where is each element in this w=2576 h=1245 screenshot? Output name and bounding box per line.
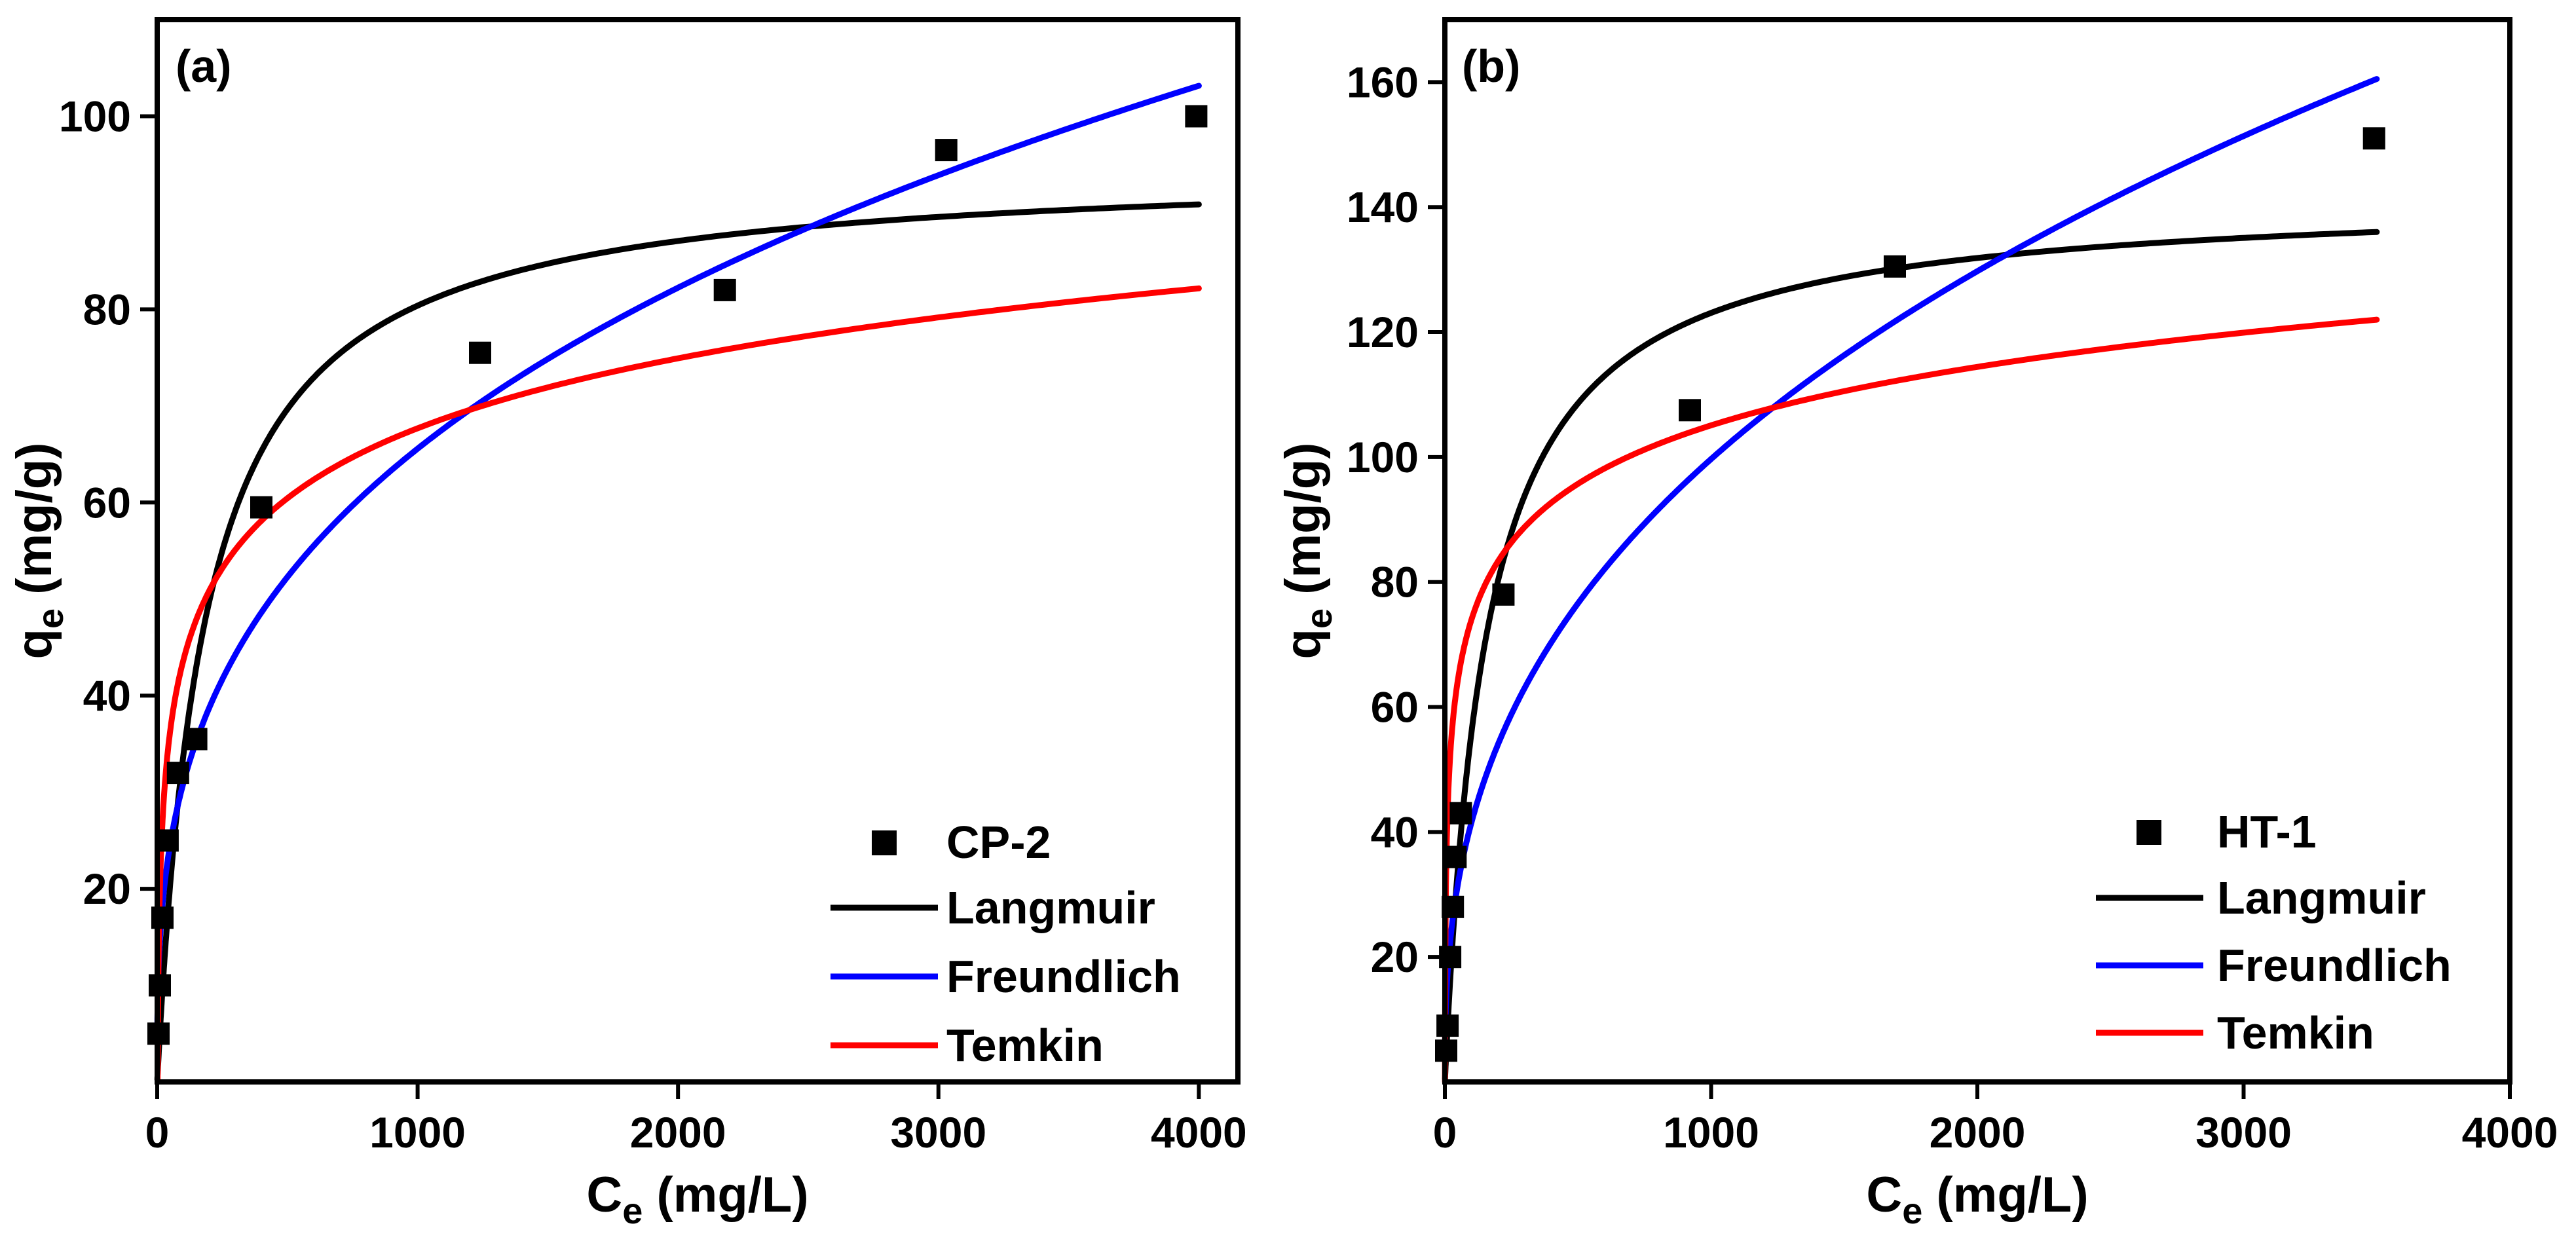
x-ticks: 0 1000 2000 3000 4000 <box>145 1082 1247 1157</box>
legend-label-temkin: Temkin <box>2217 1007 2374 1058</box>
panel-label: (b) <box>1462 41 1520 92</box>
y-tick-label: 80 <box>1371 558 1419 606</box>
data-point <box>2362 127 2385 150</box>
y-tick-label: 140 <box>1347 183 1419 231</box>
y-tick-label: 60 <box>83 478 131 527</box>
data-point <box>1449 802 1472 825</box>
data-markers <box>147 105 1208 1045</box>
x-tick-label: 4000 <box>1151 1108 1247 1157</box>
data-point <box>1436 1014 1459 1037</box>
y-axis-label: qe (mg/g) <box>1275 443 1339 660</box>
legend-label-temkin: Temkin <box>946 1020 1104 1071</box>
x-tick-label: 1000 <box>369 1108 466 1157</box>
chart-panel-b: 0 1000 2000 3000 4000 20 40 60 80 100 120 140 160 (… <box>1275 17 2558 1231</box>
x-ticks: 0 1000 2000 3000 4000 <box>1433 1082 2558 1157</box>
chart-panel-a: 0 1000 2000 3000 4000 20 40 60 80 100 (a) Ce (mg… <box>7 17 1247 1231</box>
y-axis-label-subscript: e <box>29 608 71 629</box>
y-axis-label-symbol: q <box>1275 629 1331 659</box>
x-tick-label: 0 <box>1433 1108 1457 1157</box>
legend-marker-scatter <box>872 830 897 855</box>
legend: HT-1 Langmuir Freundlich Temkin <box>2096 806 2452 1058</box>
data-point <box>935 139 958 162</box>
y-axis-label: qe (mg/g) <box>7 443 71 660</box>
x-axis-label-symbol: C <box>586 1167 622 1223</box>
series-line-temkin <box>1442 316 2380 1085</box>
series-line-langmuir <box>154 201 1202 1083</box>
y-axis-label-unit: (mg/g) <box>7 443 62 608</box>
panel-label: (a) <box>176 41 232 92</box>
x-axis-label: Ce (mg/L) <box>586 1167 808 1231</box>
y-tick-label: 80 <box>83 285 131 333</box>
x-axis-label-subscript: e <box>1902 1190 1922 1231</box>
y-tick-label: 120 <box>1347 308 1419 356</box>
data-point <box>1185 105 1208 128</box>
fit-lines <box>154 83 1202 1085</box>
x-tick-label: 3000 <box>2195 1108 2292 1157</box>
data-point <box>250 496 272 519</box>
y-tick-label: 40 <box>83 671 131 720</box>
legend-label-scatter: CP-2 <box>946 817 1051 868</box>
data-point <box>166 762 189 785</box>
legend-marker-scatter <box>2137 820 2161 845</box>
series-line-freundlich <box>154 83 1202 1032</box>
x-axis-label-unit: (mg/L) <box>643 1167 808 1223</box>
y-tick-label: 100 <box>59 92 131 140</box>
y-axis-label-subscript: e <box>1298 608 1339 629</box>
y-tick-label: 60 <box>1371 683 1419 732</box>
y-ticks: 20 40 60 80 100 <box>59 92 157 913</box>
y-tick-label: 20 <box>1371 933 1419 981</box>
legend-label-scatter: HT-1 <box>2217 806 2317 857</box>
data-point <box>156 829 179 852</box>
x-tick-label: 1000 <box>1663 1108 1759 1157</box>
legend: CP-2 Langmuir Freundlich Temkin <box>831 817 1181 1071</box>
x-axis-label-unit: (mg/L) <box>1922 1167 2088 1223</box>
data-point <box>1679 399 1701 422</box>
y-tick-label: 20 <box>83 864 131 913</box>
legend-label-langmuir: Langmuir <box>946 882 1155 933</box>
series-line-temkin <box>155 285 1202 1085</box>
data-point <box>1444 845 1467 868</box>
data-point <box>1492 583 1515 606</box>
data-point <box>469 341 491 364</box>
x-axis-label-subscript: e <box>622 1190 643 1231</box>
y-axis-label-symbol: q <box>7 629 62 659</box>
legend-label-freundlich: Freundlich <box>946 951 1181 1002</box>
y-axis-label-unit: (mg/g) <box>1275 443 1331 608</box>
plot-frame <box>155 17 1241 1085</box>
x-tick-label: 0 <box>145 1108 170 1157</box>
x-axis-label-symbol: C <box>1866 1167 1902 1223</box>
y-ticks: 20 40 60 80 100 120 140 160 <box>1347 58 1445 981</box>
legend-label-langmuir: Langmuir <box>2217 872 2426 923</box>
data-point <box>1884 255 1906 278</box>
y-tick-label: 40 <box>1371 808 1419 856</box>
data-point <box>713 278 736 301</box>
x-tick-label: 3000 <box>890 1108 986 1157</box>
x-axis-label: Ce (mg/L) <box>1866 1167 2088 1231</box>
legend-label-freundlich: Freundlich <box>2217 940 2452 991</box>
x-tick-label: 4000 <box>2462 1108 2558 1157</box>
x-tick-label: 2000 <box>630 1108 726 1157</box>
data-point <box>185 728 208 751</box>
fit-lines <box>1442 76 2380 1085</box>
y-tick-label: 100 <box>1347 433 1419 481</box>
x-tick-label: 2000 <box>1930 1108 2026 1157</box>
y-tick-label: 160 <box>1347 58 1419 106</box>
